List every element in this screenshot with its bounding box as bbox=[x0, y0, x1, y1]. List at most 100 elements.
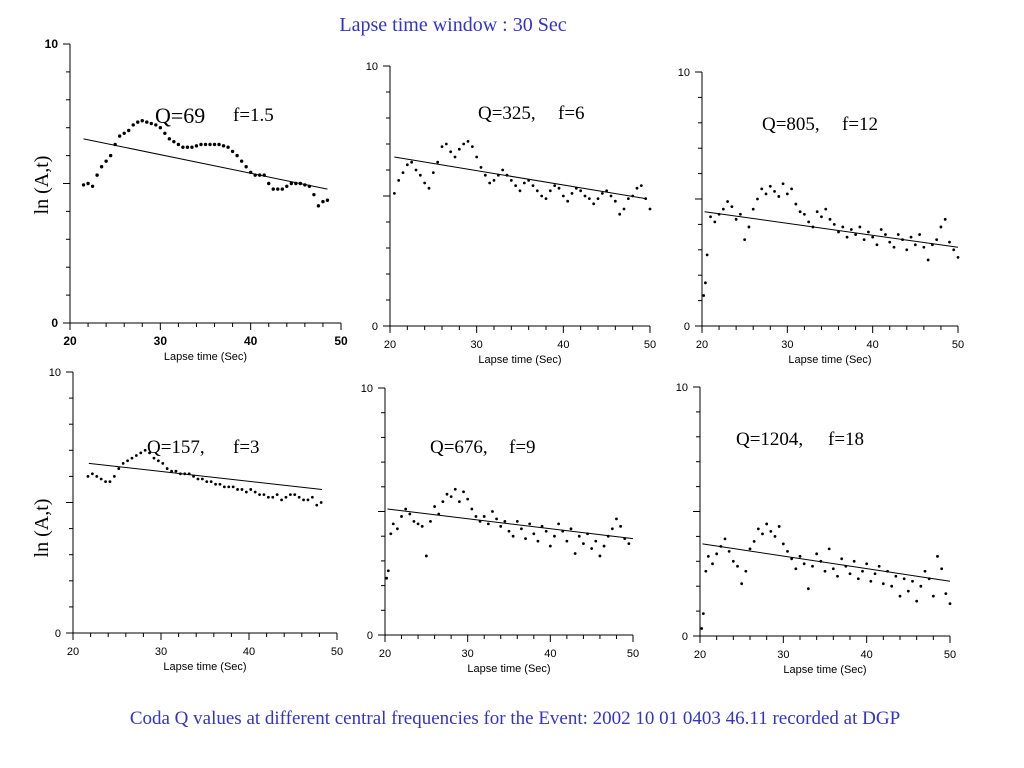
data-point bbox=[777, 195, 781, 198]
data-point bbox=[936, 554, 939, 558]
data-point bbox=[548, 544, 552, 548]
data-point bbox=[514, 184, 518, 188]
data-point bbox=[457, 147, 461, 151]
data-point bbox=[221, 144, 226, 148]
data-point bbox=[483, 173, 487, 177]
data-point bbox=[561, 194, 565, 198]
data-point bbox=[230, 149, 235, 154]
data-point bbox=[126, 459, 129, 463]
data-point bbox=[134, 454, 138, 457]
data-point bbox=[249, 488, 253, 491]
data-point bbox=[424, 554, 428, 558]
data-point bbox=[271, 187, 275, 191]
x-axis-label: Lapse time (Sec) bbox=[478, 354, 561, 366]
data-point bbox=[705, 253, 709, 257]
data-point bbox=[635, 186, 639, 190]
data-point bbox=[926, 258, 930, 262]
data-point bbox=[535, 189, 539, 193]
data-point bbox=[167, 137, 172, 141]
data-point bbox=[773, 189, 776, 193]
y-tick-label: 10 bbox=[678, 67, 690, 79]
data-point bbox=[566, 199, 570, 203]
data-point bbox=[892, 245, 896, 249]
data-point bbox=[240, 488, 244, 491]
data-point bbox=[790, 557, 794, 561]
data-point bbox=[579, 189, 583, 193]
data-point bbox=[297, 495, 301, 499]
data-point bbox=[619, 524, 622, 528]
regression-fit-line bbox=[387, 508, 634, 540]
data-point bbox=[786, 549, 789, 553]
data-point bbox=[306, 498, 310, 502]
data-point bbox=[444, 142, 448, 146]
data-point bbox=[748, 547, 752, 551]
data-point bbox=[174, 469, 178, 473]
q-value-annotation: Q=325, bbox=[478, 103, 536, 124]
x-tick-label: 20 bbox=[696, 339, 708, 351]
data-point bbox=[253, 490, 257, 494]
data-point bbox=[886, 569, 889, 573]
regression-fit-line bbox=[83, 138, 328, 190]
data-point bbox=[491, 510, 494, 513]
q-value-annotation: Q=676, bbox=[430, 437, 488, 458]
x-tick-label: 30 bbox=[155, 646, 167, 658]
data-point bbox=[492, 179, 496, 182]
data-point bbox=[711, 562, 714, 566]
data-point bbox=[623, 537, 627, 541]
data-point bbox=[894, 574, 898, 578]
data-point bbox=[475, 155, 479, 159]
data-point bbox=[807, 220, 811, 224]
data-point bbox=[594, 539, 598, 543]
data-point bbox=[104, 159, 108, 163]
data-point bbox=[136, 120, 140, 124]
data-point bbox=[262, 173, 266, 177]
data-point bbox=[302, 498, 305, 502]
data-point bbox=[321, 199, 325, 204]
data-point bbox=[280, 187, 284, 191]
data-point bbox=[939, 225, 943, 229]
x-tick-label: 30 bbox=[154, 334, 168, 348]
data-point bbox=[410, 160, 414, 164]
data-point bbox=[312, 192, 316, 197]
data-point bbox=[751, 207, 755, 211]
data-point bbox=[139, 451, 143, 455]
data-point bbox=[879, 228, 883, 231]
data-point bbox=[902, 577, 906, 581]
data-point bbox=[185, 145, 190, 149]
data-point bbox=[544, 197, 548, 201]
data-point bbox=[901, 238, 904, 242]
data-point bbox=[583, 194, 587, 198]
data-point bbox=[486, 522, 490, 526]
data-point bbox=[397, 179, 401, 182]
data-point bbox=[701, 612, 705, 615]
data-point bbox=[303, 183, 307, 187]
data-point bbox=[881, 582, 885, 586]
data-point bbox=[140, 119, 144, 123]
data-point bbox=[626, 197, 630, 201]
data-point bbox=[819, 559, 823, 563]
data-point bbox=[557, 522, 560, 526]
data-point bbox=[462, 490, 465, 494]
y-tick-label: 10 bbox=[45, 37, 59, 51]
data-point bbox=[453, 487, 457, 491]
x-tick-label: 40 bbox=[243, 646, 255, 658]
data-point bbox=[905, 248, 909, 252]
data-point bbox=[479, 166, 483, 169]
data-point bbox=[511, 534, 515, 538]
data-point bbox=[719, 544, 723, 548]
data-point bbox=[704, 281, 707, 285]
x-tick-label: 20 bbox=[67, 646, 79, 658]
data-point bbox=[437, 512, 441, 516]
y-tick-label: 10 bbox=[361, 383, 373, 395]
data-point bbox=[161, 461, 165, 465]
data-point bbox=[600, 192, 604, 195]
data-point bbox=[113, 142, 117, 147]
data-point bbox=[81, 183, 86, 187]
data-point bbox=[944, 592, 948, 596]
data-point bbox=[747, 225, 751, 229]
data-point bbox=[598, 554, 602, 558]
data-point bbox=[721, 207, 725, 211]
data-point bbox=[587, 197, 591, 201]
data-point bbox=[178, 472, 182, 476]
data-point bbox=[404, 507, 408, 511]
